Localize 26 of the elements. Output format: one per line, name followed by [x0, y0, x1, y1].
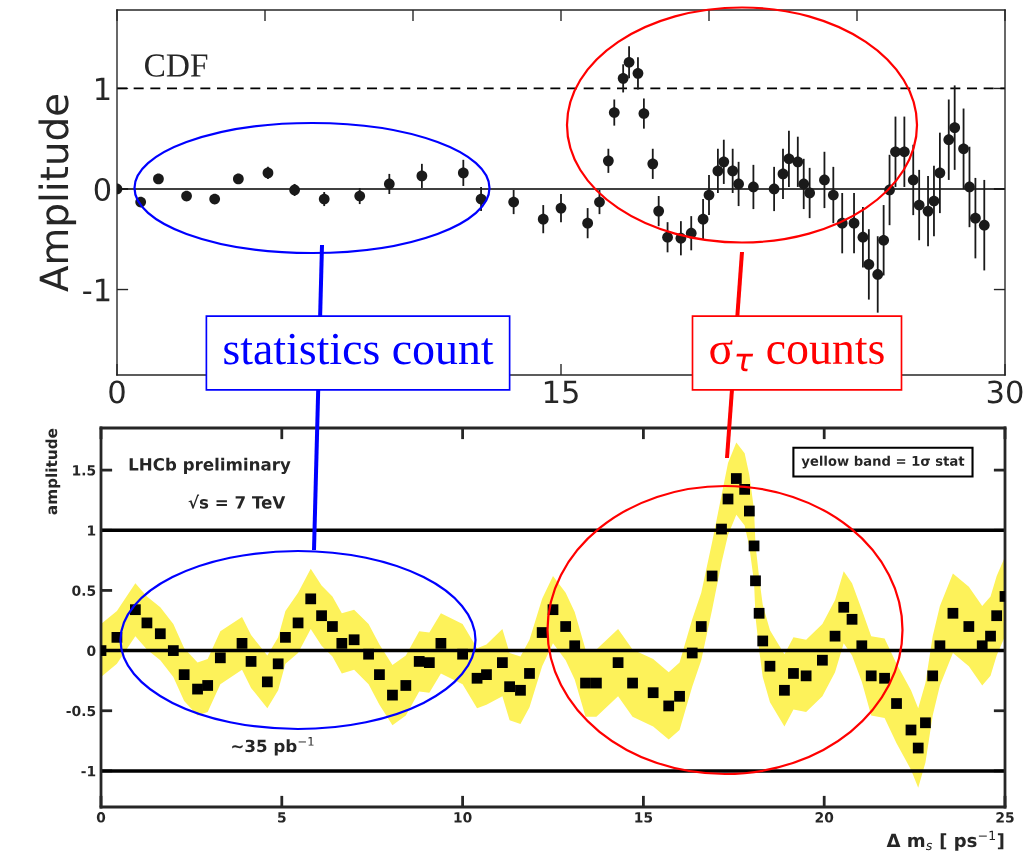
- annotation: σ$_{τ}$ counts: [710, 337, 884, 372]
- x-tick-label: 5: [278, 812, 286, 823]
- y-axis-title: Amplitude: [38, 94, 77, 292]
- y-tick-label: -0.5: [66, 705, 96, 717]
- x-tick-label: 15: [544, 380, 578, 404]
- annotation: ~35 pb$^{−1}$: [232, 737, 314, 756]
- y-tick-label: 1: [88, 525, 96, 536]
- x-tick-label: 20: [815, 812, 834, 823]
- annotation: statistics count: [224, 333, 494, 365]
- y-tick-label: 0: [87, 645, 96, 657]
- y-tick-label: 0: [94, 177, 111, 202]
- y-tick-label: -1: [83, 278, 110, 302]
- x-tick-label: 10: [454, 812, 472, 823]
- x-tick-label: 15: [635, 812, 653, 823]
- x-tick-label: 25: [996, 812, 1014, 823]
- y-tick-label: 0.5: [72, 585, 96, 596]
- annotation: LHCb preliminary: [129, 457, 291, 475]
- annotation: CDF: [145, 54, 208, 77]
- y-tick-label: 1: [96, 77, 110, 101]
- annotation: yellow band = 1σ stat: [801, 455, 965, 469]
- y-tick-label: -1: [81, 766, 96, 777]
- y-axis-title: amplitude: [45, 428, 61, 515]
- annotation: √s = 7 TeV: [188, 494, 286, 509]
- y-tick-label: 1.5: [73, 465, 96, 476]
- x-axis-title: Δ m$_{s}$ [ ps$^{−1}$]: [886, 830, 1004, 851]
- x-tick-label: 30: [987, 380, 1023, 404]
